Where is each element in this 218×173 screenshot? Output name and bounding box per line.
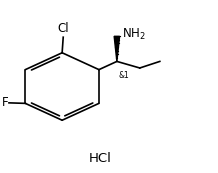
Text: HCl: HCl (89, 152, 112, 165)
Text: F: F (2, 96, 8, 109)
Text: &1: &1 (119, 71, 129, 80)
Text: Cl: Cl (57, 22, 69, 35)
Text: NH$_2$: NH$_2$ (122, 27, 146, 42)
Polygon shape (114, 36, 120, 61)
